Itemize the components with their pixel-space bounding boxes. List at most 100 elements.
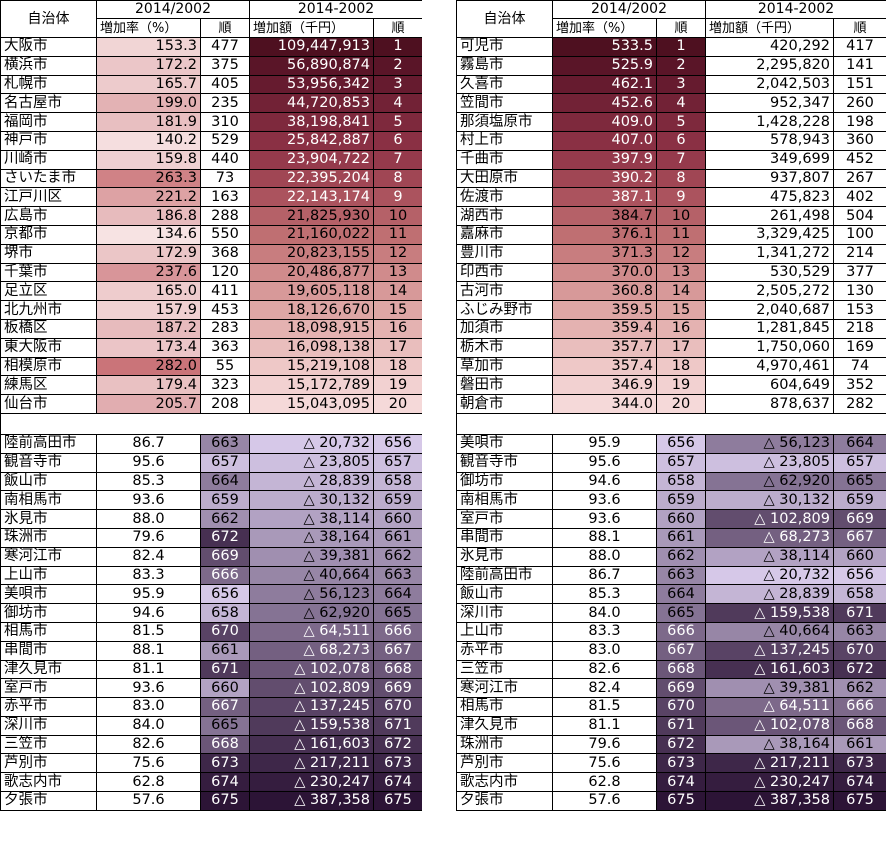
increase-rate: 140.2: [96, 130, 201, 151]
amount-rank: 674: [833, 772, 886, 793]
rate-rank: 663: [199, 433, 251, 454]
rate-rank: 656: [199, 584, 251, 605]
table-row: 豊川市 371.3 12 1,341,272 214: [456, 243, 886, 264]
rate-rank: 440: [199, 149, 251, 170]
increase-rate: 93.6: [552, 509, 657, 529]
increase-rate: 83.0: [96, 697, 201, 717]
amount-rank: 671: [373, 715, 424, 736]
header-group-diff: 2014-2002: [705, 0, 886, 19]
amount-rank: 198: [833, 112, 886, 132]
table-row: 嘉麻市 376.1 11 3,329,425 100: [456, 224, 886, 245]
table-row: 三笠市 82.6 668 △ 161,603 672: [0, 734, 424, 755]
increase-rate: 397.9: [552, 149, 657, 170]
increase-amount: 3,329,425: [705, 224, 835, 245]
rate-rank: 529: [199, 130, 251, 151]
municipality-name: 印西市: [456, 262, 553, 283]
header-group-ratio: 2014/2002: [551, 0, 707, 19]
table-row: 朝倉市 344.0 20 878,637 282: [456, 394, 886, 414]
rate-rank: 8: [655, 168, 707, 189]
table-row: 串間市 88.1 661 △ 68,273 667: [456, 527, 886, 548]
table-row: 札幌市 165.7 405 53,956,342 3: [0, 74, 424, 95]
increase-rate: 85.3: [96, 471, 201, 492]
rate-rank: 310: [199, 112, 251, 132]
rate-rank: 477: [199, 37, 251, 57]
amount-rank: 656: [833, 565, 886, 586]
increase-rate: 75.6: [96, 753, 201, 774]
rate-rank: 73: [199, 168, 251, 189]
header-entity: 自治体: [456, 0, 553, 38]
rate-rank: 323: [199, 375, 251, 396]
amount-rank: 16: [373, 318, 424, 339]
rate-rank: 671: [199, 659, 251, 680]
table-row: 歌志内市 62.8 674 △ 230,247 674: [456, 772, 886, 793]
amount-rank: 17: [373, 337, 424, 358]
rate-rank: 1: [655, 37, 707, 57]
table-row: 印西市 370.0 13 530,529 377: [456, 262, 886, 283]
table-row: 観音寺市 95.6 657 △ 23,805 657: [456, 452, 886, 473]
amount-rank: 14: [373, 281, 424, 302]
amount-rank: 214: [833, 243, 886, 264]
increase-rate: 371.3: [552, 243, 657, 264]
municipality-name: 芦別市: [0, 753, 97, 774]
amount-rank: 666: [373, 621, 424, 642]
table-row: 広島市 186.8 288 21,825,930 10: [0, 206, 424, 226]
municipality-name: 珠洲市: [0, 527, 97, 548]
rate-rank: 5: [655, 112, 707, 132]
rate-rank: 411: [199, 281, 251, 302]
increase-amount: △ 38,114: [705, 546, 835, 567]
increase-rate: 82.6: [96, 734, 201, 755]
increase-amount: 21,825,930: [249, 206, 375, 226]
municipality-name: 大田原市: [456, 168, 553, 189]
header-group-ratio: 2014/2002: [95, 0, 251, 19]
table-row: 千葉市 237.6 120 20,486,877 13: [0, 262, 424, 283]
table-row: 相模原市 282.0 55 15,219,108 18: [0, 356, 424, 377]
rate-rank: 288: [199, 206, 251, 226]
amount-rank: 663: [833, 621, 886, 642]
rate-rank: 674: [655, 772, 707, 793]
municipality-name: 京都市: [0, 224, 97, 245]
rate-rank: 658: [655, 471, 707, 492]
municipality-name: 栃木市: [456, 337, 553, 358]
table-row: 横浜市 172.2 375 56,890,874 2: [0, 55, 424, 76]
rate-rank: 667: [199, 697, 251, 717]
increase-rate: 172.9: [96, 243, 201, 264]
amount-rank: 660: [373, 509, 424, 529]
increase-rate: 237.6: [96, 262, 201, 283]
increase-amount: △ 23,805: [249, 452, 375, 473]
municipality-name: 芦別市: [456, 753, 553, 774]
increase-amount: △ 137,245: [249, 697, 375, 717]
amount-rank: 130: [833, 281, 886, 302]
table-row: 那須塩原市 409.0 5 1,428,228 198: [456, 112, 886, 132]
increase-amount: 349,699: [705, 149, 835, 170]
municipality-name: 深川市: [0, 715, 97, 736]
table-row: 夕張市 57.6 675 △ 387,358 675: [0, 791, 424, 811]
increase-rate: 88.1: [552, 527, 657, 548]
left-ranking-table: 自治体 2014/2002 2014-2002 増加率（%）順増加額（千円）順大阪市 1…: [0, 0, 424, 811]
increase-amount: 44,720,853: [249, 93, 375, 114]
amount-rank: 675: [373, 791, 424, 811]
municipality-name: 美唄市: [0, 584, 97, 605]
increase-rate: 82.6: [552, 659, 657, 680]
municipality-name: 草加市: [456, 356, 553, 377]
increase-rate: 525.9: [552, 55, 657, 76]
municipality-name: 板橋区: [0, 318, 97, 339]
table-row: 津久見市 81.1 671 △ 102,078 668: [0, 659, 424, 680]
rate-rank: 453: [199, 300, 251, 320]
increase-amount: 15,172,789: [249, 375, 375, 396]
municipality-name: 氷見市: [456, 546, 553, 567]
amount-rank: 669: [833, 509, 886, 529]
section-spacer: [0, 412, 424, 435]
municipality-name: 串間市: [456, 527, 553, 548]
table-row: 芦別市 75.6 673 △ 217,211 673: [0, 753, 424, 774]
increase-rate: 173.4: [96, 337, 201, 358]
increase-amount: 878,637: [705, 394, 835, 414]
rate-rank: 17: [655, 337, 707, 358]
municipality-name: 那須塩原市: [456, 112, 553, 132]
amount-rank: 668: [833, 715, 886, 736]
amount-rank: 267: [833, 168, 886, 189]
municipality-name: 相模原市: [0, 356, 97, 377]
municipality-name: 観音寺市: [456, 452, 553, 473]
table-row: 陸前高田市 86.7 663 △ 20,732 656: [456, 565, 886, 586]
increase-amount: △ 159,538: [249, 715, 375, 736]
municipality-name: 津久見市: [0, 659, 97, 680]
